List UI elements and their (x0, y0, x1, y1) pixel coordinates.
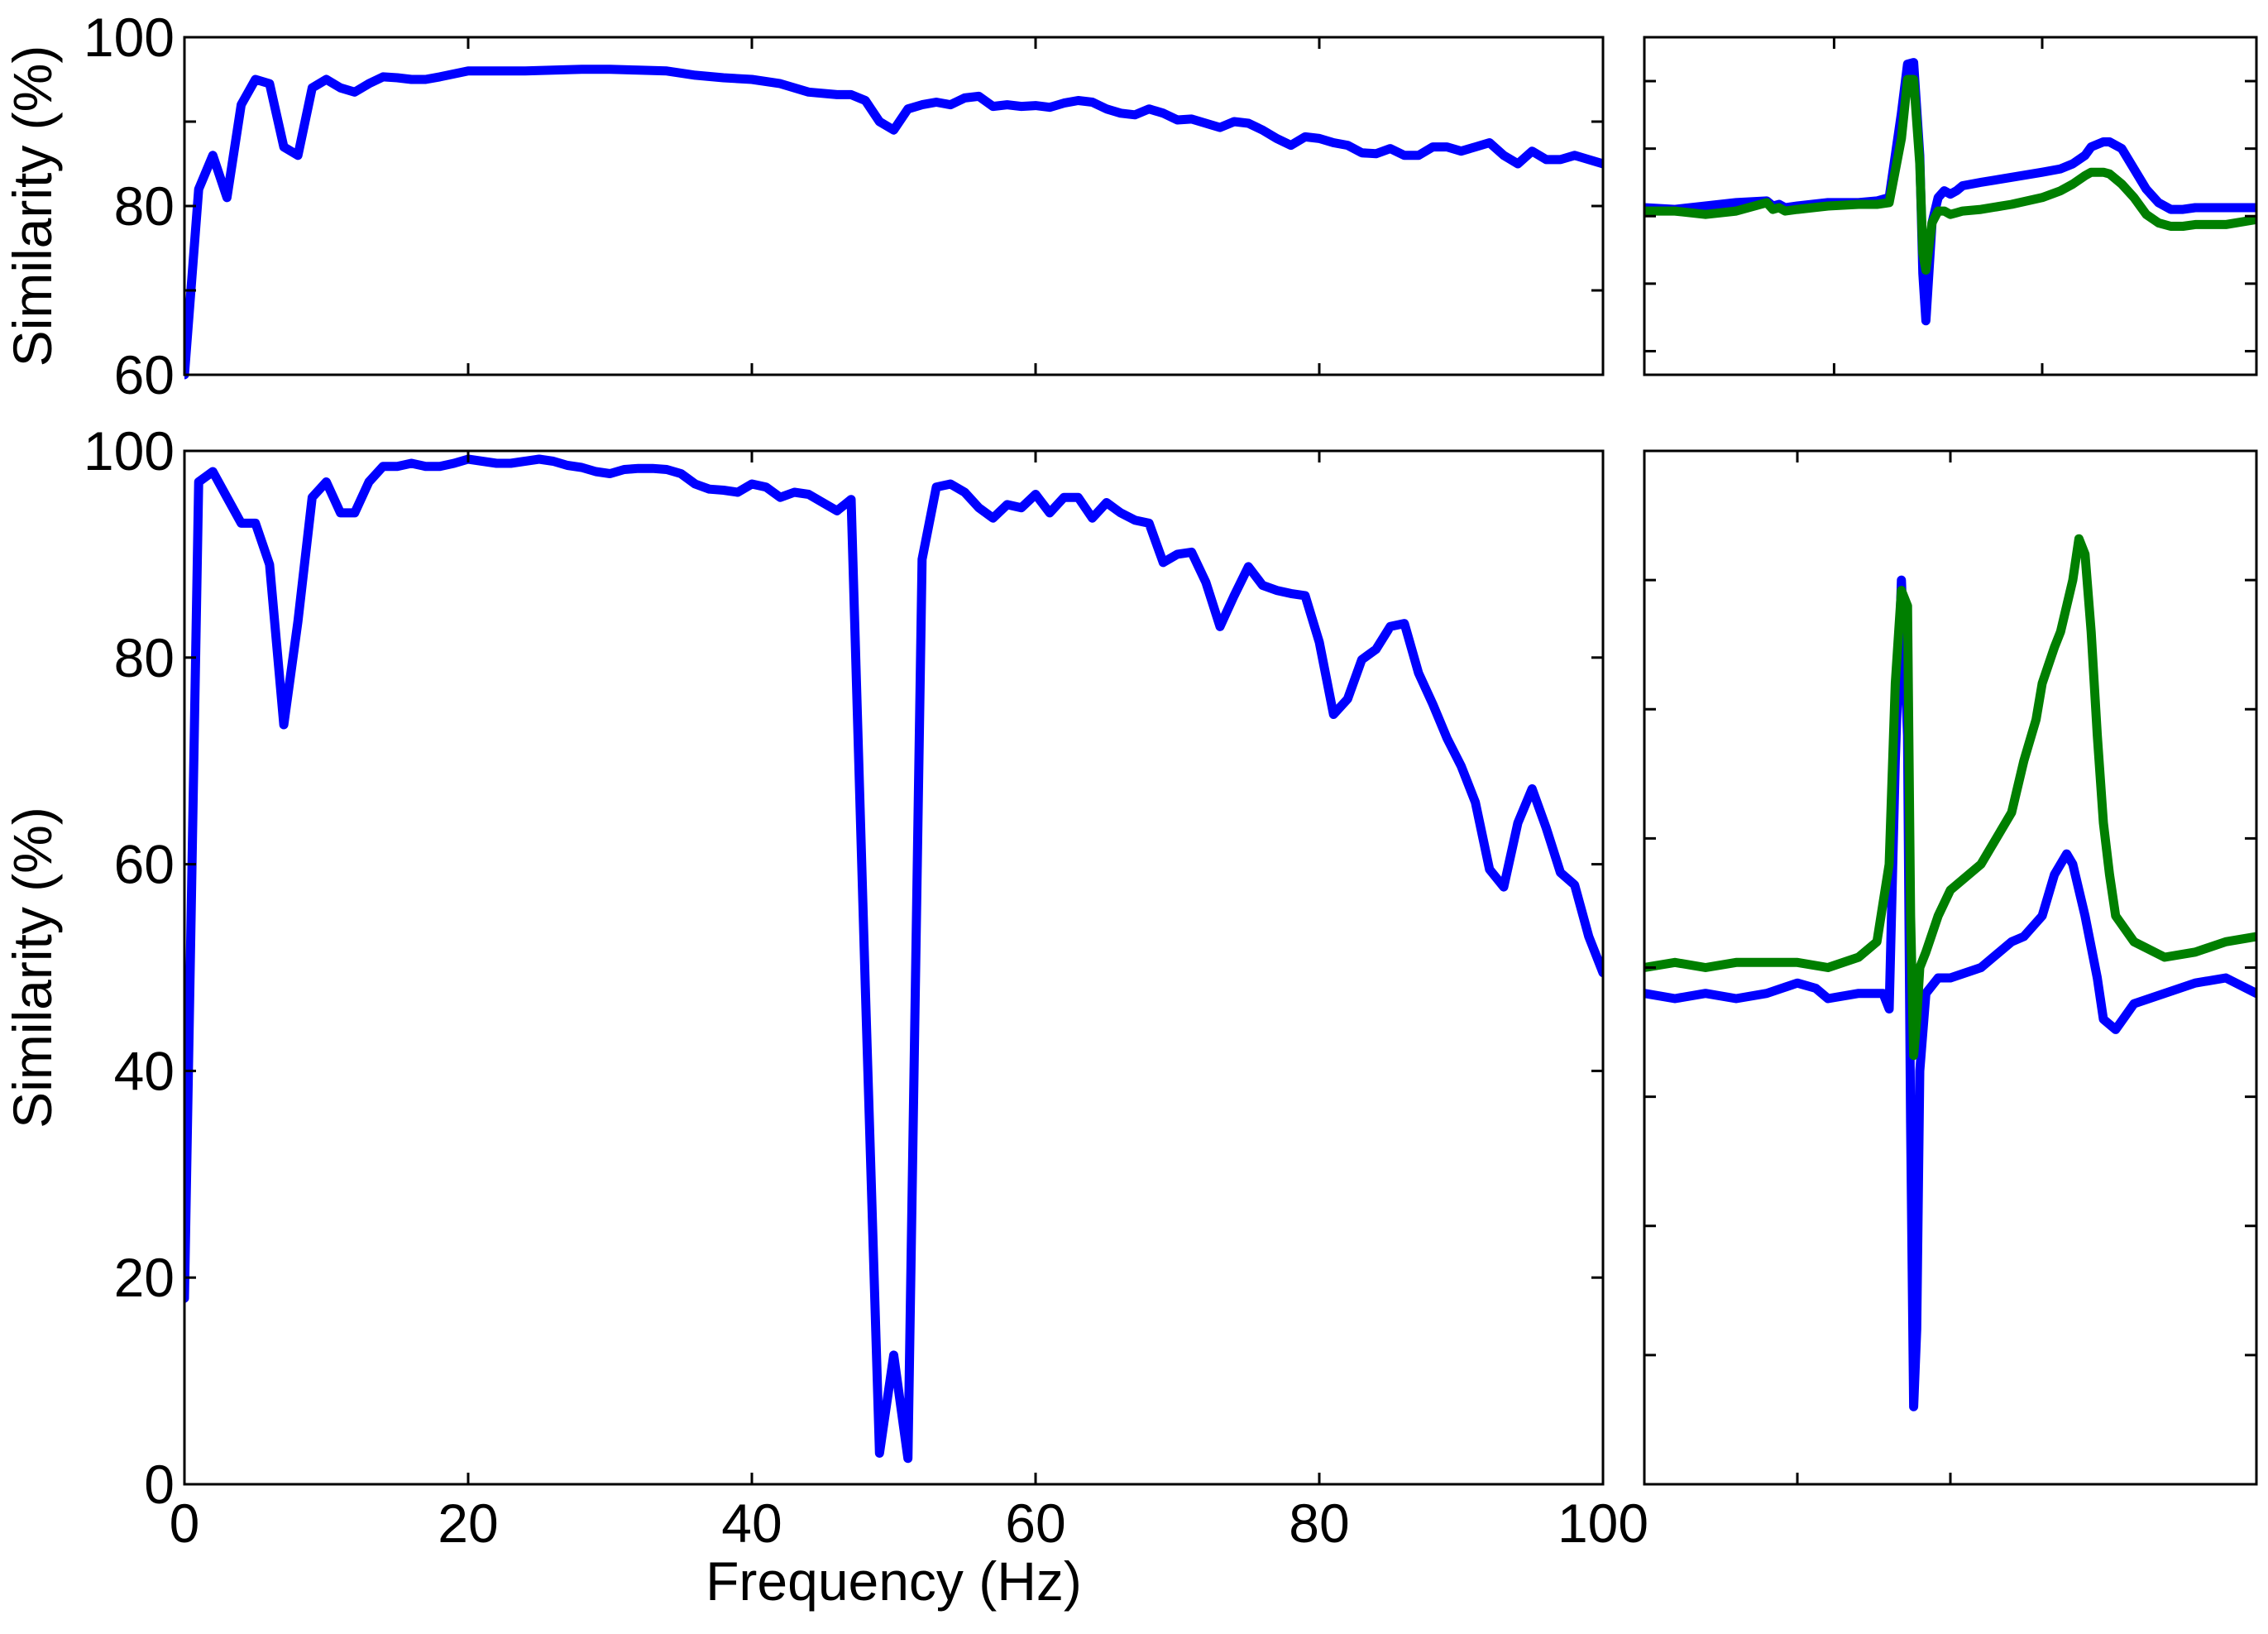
bottom-left-ylabel: Similarity (%) (2, 807, 63, 1128)
top-left-series-similarity (184, 65, 1603, 380)
bottom-left-ytick-label: 20 (114, 1247, 175, 1308)
bottom-left-xtick-label: 100 (1557, 1493, 1648, 1554)
bottom-left-xtick-label: 60 (1005, 1493, 1065, 1554)
axes-layer (183, 36, 2258, 1486)
bottom-left-series-similarity (184, 454, 1603, 1464)
bottom-right-series-filtered (1644, 534, 2256, 1061)
bottom-left-xtick-label: 80 (1289, 1493, 1349, 1554)
bottom-left-xlabel: Frequency (Hz) (706, 1550, 1082, 1612)
top-right-axes-frame (1643, 36, 2258, 376)
bottom-left-ytick-label: 100 (84, 420, 175, 482)
bottom-left-ytick-label: 0 (144, 1454, 175, 1515)
top-left-ylabel: Similarity (%) (2, 46, 63, 367)
series-layer (184, 58, 2256, 1464)
bottom-left-ytick-label: 80 (114, 627, 175, 688)
top-left-ytick-label: 60 (114, 344, 175, 405)
bottom-left-axes-frame (183, 449, 1605, 1486)
top-left-ytick-label: 100 (84, 7, 175, 68)
bottom-left-xtick-label: 0 (170, 1493, 200, 1554)
bottom-left-xtick-label: 40 (721, 1493, 782, 1554)
bottom-right-plot-area (1644, 534, 2256, 1411)
top-right-series-filtered (1644, 74, 2256, 275)
text-layer: 60 80 100 Similarity (%) 0 20 40 60 80 100 0 20 40 60… (2, 7, 1648, 1612)
bottom-left-ytick-label: 60 (114, 834, 175, 895)
bottom-left-ytick-label: 40 (114, 1040, 175, 1101)
top-right-plot-area (1644, 58, 2256, 326)
top-left-ytick-label: 80 (114, 175, 175, 237)
bottom-left-xtick-label: 20 (438, 1493, 498, 1554)
top-left-plot-area (184, 65, 1603, 380)
bottom-right-series-original (1644, 575, 2256, 1411)
bottom-left-plot-area (184, 454, 1603, 1464)
